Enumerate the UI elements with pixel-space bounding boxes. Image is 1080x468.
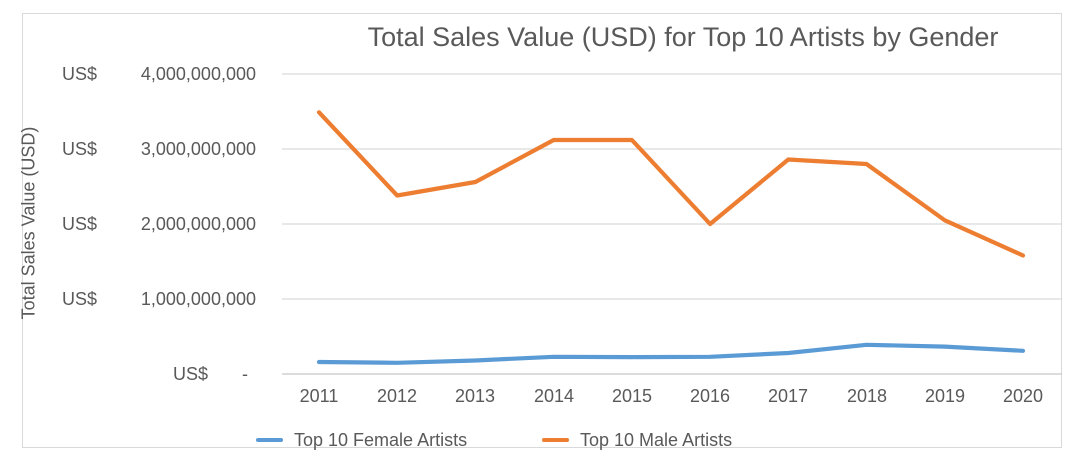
- y-tick-value: 1,000,000,000: [140, 289, 256, 309]
- x-tick-label: 2013: [454, 386, 496, 406]
- x-tick-label: 2015: [611, 386, 653, 406]
- y-tick-label: US$ -: [173, 363, 248, 385]
- y-tick-currency: US$: [173, 364, 209, 384]
- y-tick-currency: US$: [62, 139, 98, 159]
- legend-label: Top 10 Female Artists: [294, 429, 468, 450]
- x-tick-label: 2019: [924, 386, 966, 406]
- y-tick-value: -: [242, 364, 248, 384]
- x-tick-label: 2014: [533, 386, 575, 406]
- y-tick-label: US$ 2,000,000,000: [62, 213, 256, 235]
- y-tick-currency: US$: [62, 214, 98, 234]
- y-axis-title: Total Sales Value (USD): [18, 126, 39, 320]
- y-tick-label: US$ 4,000,000,000: [62, 63, 256, 85]
- y-tick-currency: US$: [62, 64, 98, 84]
- y-tick-value: 3,000,000,000: [140, 139, 256, 159]
- x-tick-label: 2017: [767, 386, 809, 406]
- legend-label: Top 10 Male Artists: [580, 429, 733, 450]
- y-tick-label: US$ 3,000,000,000: [62, 138, 256, 160]
- legend-item-female: Top 10 Female Artists: [256, 429, 467, 451]
- chart-frame: [22, 13, 1062, 448]
- x-tick-label: 2018: [846, 386, 888, 406]
- y-tick-currency: US$: [62, 289, 98, 309]
- x-tick-label: 2012: [376, 386, 418, 406]
- chart-title: Total Sales Value (USD) for Top 10 Artis…: [367, 22, 999, 52]
- y-tick-value: 2,000,000,000: [140, 214, 256, 234]
- female-legend-dash-icon: [256, 438, 283, 442]
- y-tick-value: 4,000,000,000: [140, 64, 256, 84]
- male-legend-dash-icon: [542, 438, 569, 442]
- x-tick-label: 2020: [1002, 386, 1044, 406]
- legend-item-male: Top 10 Male Artists: [542, 429, 732, 451]
- y-tick-label: US$ 1,000,000,000: [62, 288, 256, 310]
- x-tick-label: 2016: [689, 386, 731, 406]
- x-tick-label: 2011: [299, 386, 339, 406]
